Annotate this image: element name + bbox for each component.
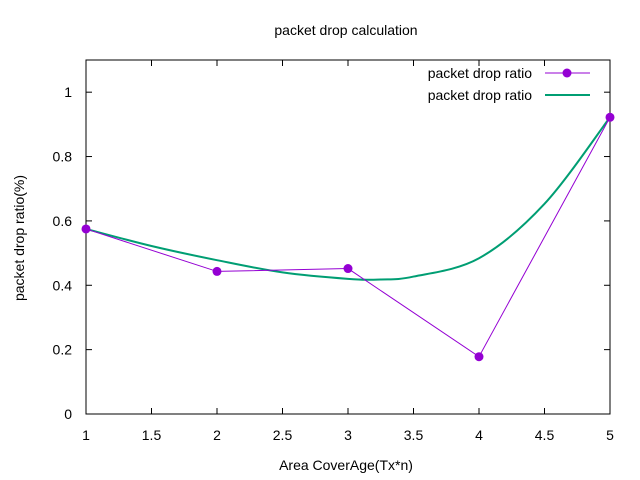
series-line-smooth [85,116,611,281]
data-point [343,264,353,274]
x-tick-label: 4.5 [535,427,555,443]
series-layer [81,112,615,362]
x-tick-label: 4 [475,427,483,443]
axes: 1 1.5 2 2.5 3 3.5 4 4.5 5 0 0.2 0.4 0.6 0.8 1 [53,59,614,443]
data-point [474,352,484,362]
data-point [212,266,222,276]
x-tick-label: 5 [606,427,614,443]
x-tick-label: 3.5 [404,427,424,443]
legend-marker [562,68,572,78]
x-tick-label: 3 [344,427,352,443]
y-tick-label: 1 [64,84,72,100]
y-tick-label: 0.8 [53,149,73,165]
data-point [605,112,615,122]
legend: packet drop ratio packet drop ratio [428,65,590,103]
x-tick-label: 2.5 [273,427,293,443]
x-tick-label: 1.5 [142,427,162,443]
y-tick-label: 0.4 [53,277,73,293]
y-tick-label: 0.2 [53,342,73,358]
x-tick-label: 1 [82,427,90,443]
legend-label: packet drop ratio [428,87,532,103]
x-axis-label: Area CoverAge(Tx*n) [279,457,413,473]
legend-label: packet drop ratio [428,65,532,81]
y-tick-label: 0.6 [53,213,73,229]
x-tick-label: 2 [213,427,221,443]
series-line-linespoints [85,117,611,358]
chart-title: packet drop calculation [274,22,417,38]
y-tick-label: 0 [64,406,72,422]
data-point [81,224,91,234]
plot-border [85,59,611,415]
y-axis-label: packet drop ratio(%) [11,175,27,301]
